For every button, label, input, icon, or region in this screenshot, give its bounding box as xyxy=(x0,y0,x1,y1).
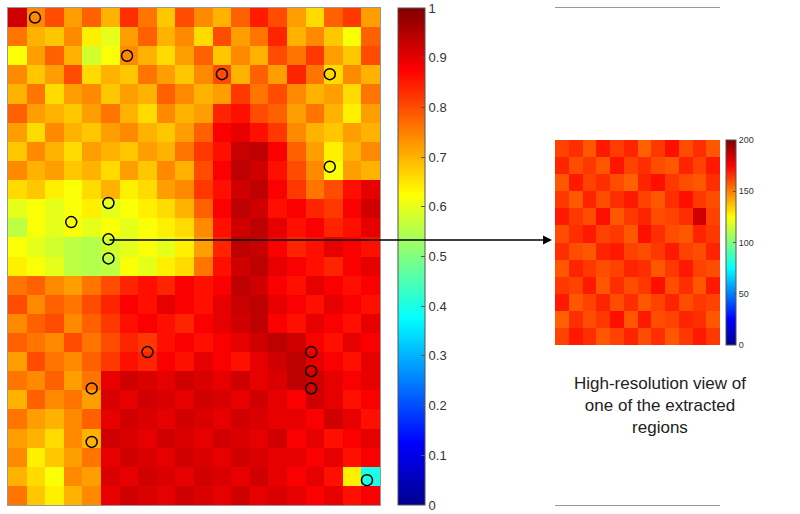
svg-text:0.1: 0.1 xyxy=(429,448,447,463)
svg-text:1: 1 xyxy=(429,1,436,16)
svg-text:0.8: 0.8 xyxy=(429,100,447,115)
svg-text:0: 0 xyxy=(739,340,744,350)
svg-text:0.5: 0.5 xyxy=(429,249,447,264)
svg-text:150: 150 xyxy=(739,186,754,196)
svg-text:50: 50 xyxy=(739,289,749,299)
svg-text:0.4: 0.4 xyxy=(429,299,447,314)
svg-text:0.2: 0.2 xyxy=(429,398,447,413)
svg-text:High-resolution view ofone of: High-resolution view ofone of the extrac… xyxy=(574,374,746,437)
svg-text:0: 0 xyxy=(429,498,436,513)
svg-text:0.6: 0.6 xyxy=(429,199,447,214)
svg-text:0.7: 0.7 xyxy=(429,150,447,165)
svg-text:200: 200 xyxy=(739,135,754,145)
svg-text:0.9: 0.9 xyxy=(429,50,447,65)
svg-text:100: 100 xyxy=(739,238,754,248)
svg-text:0.3: 0.3 xyxy=(429,348,447,363)
